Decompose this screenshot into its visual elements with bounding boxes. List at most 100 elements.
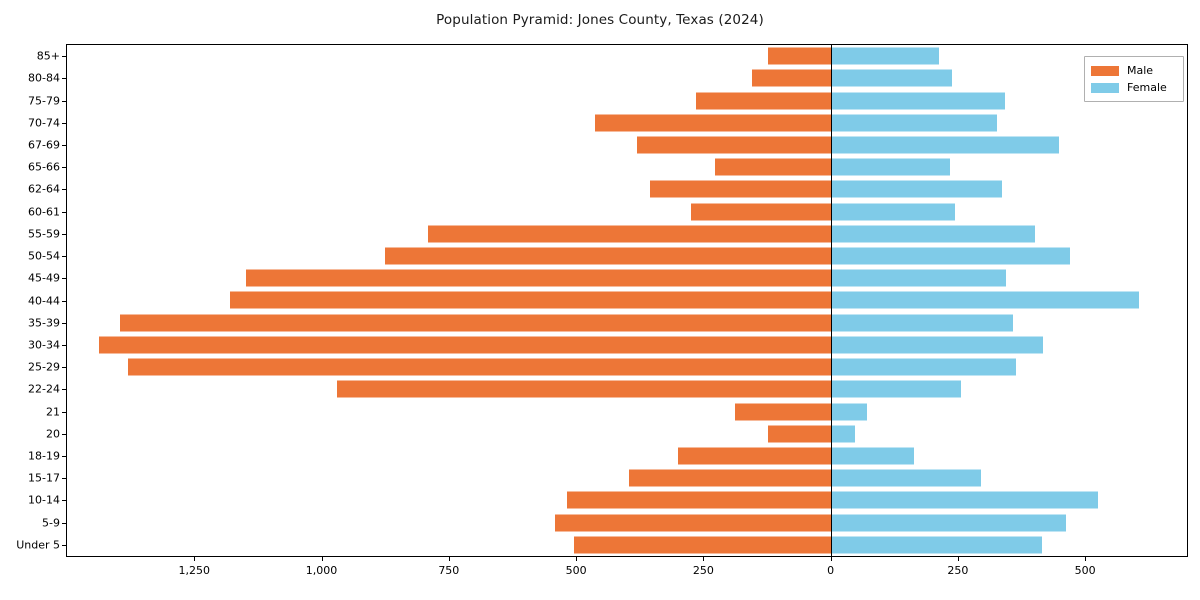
y-axis-tick-mark: [62, 301, 66, 302]
y-axis-tick-label: 62-64: [28, 182, 60, 196]
x-axis-tick-mark: [1085, 557, 1087, 561]
y-axis-tick-label: 5-9: [42, 516, 60, 530]
bar-female: [830, 203, 956, 221]
y-axis-tick-label: 15-17: [28, 471, 60, 485]
bar-row: [67, 67, 1187, 89]
bar-male: [230, 291, 831, 309]
legend-swatch: [1091, 82, 1119, 93]
bar-male: [751, 69, 831, 87]
bar-female: [830, 403, 867, 421]
x-axis-tick-mark: [194, 557, 196, 561]
bar-female: [830, 447, 915, 465]
bar-row: [67, 489, 1187, 511]
bar-female: [830, 92, 1006, 110]
x-axis-tick-mark: [703, 557, 705, 561]
y-axis-tick-mark: [62, 323, 66, 324]
y-axis-tick-label: 30-34: [28, 338, 60, 352]
x-axis-tick-mark: [576, 557, 578, 561]
chart-title: Population Pyramid: Jones County, Texas …: [436, 12, 764, 28]
bar-male: [715, 158, 831, 176]
y-axis-tick-mark: [62, 101, 66, 102]
y-axis-tick-labels: 85+ 80-84 75-79 70-74 67-69 65-66 62-64 60-61 55…: [0, 0, 60, 600]
bar-female: [830, 536, 1043, 554]
x-axis-tick-label: 750: [438, 564, 460, 577]
bar-row: [67, 467, 1187, 489]
bar-female: [830, 514, 1066, 532]
y-axis-tick-label: 55-59: [28, 227, 60, 241]
y-axis-tick-label: 20: [46, 427, 60, 441]
y-axis-tick-label: 10-14: [28, 493, 60, 507]
y-axis-tick-mark: [62, 167, 66, 168]
y-axis-tick-label: 25-29: [28, 360, 60, 374]
bar-row: [67, 267, 1187, 289]
bar-row: [67, 156, 1187, 178]
bar-male: [337, 380, 831, 398]
bar-row: [67, 223, 1187, 245]
bar-row: [67, 356, 1187, 378]
y-axis-tick-label: 50-54: [28, 249, 60, 263]
legend-label: Female: [1127, 81, 1167, 94]
bar-female: [830, 69, 953, 87]
bar-male: [677, 447, 831, 465]
bar-male: [695, 92, 831, 110]
bar-female: [830, 114, 997, 132]
y-axis-tick-label: 65-66: [28, 160, 60, 174]
y-axis-tick-mark: [62, 389, 66, 390]
bar-row: [67, 289, 1187, 311]
x-axis-tick-mark: [830, 557, 832, 561]
bar-row: [67, 134, 1187, 156]
legend-entry[interactable]: Female: [1091, 79, 1177, 96]
y-axis-tick-mark: [62, 478, 66, 479]
x-axis-tick-mark: [957, 557, 959, 561]
y-axis-tick-label: 18-19: [28, 449, 60, 463]
bar-male: [99, 336, 831, 354]
bar-female: [830, 358, 1016, 376]
y-axis-tick-label: 45-49: [28, 271, 60, 285]
y-axis-tick-label: 75-79: [28, 94, 60, 108]
y-axis-tick-label: 22-24: [28, 382, 60, 396]
y-axis-tick-mark: [62, 123, 66, 124]
y-axis-tick-mark: [62, 456, 66, 457]
bar-row: [67, 312, 1187, 334]
y-axis-tick-mark: [62, 434, 66, 435]
bar-male: [128, 358, 831, 376]
bar-row: [67, 445, 1187, 467]
bar-row: [67, 512, 1187, 534]
y-axis-tick-label: 67-69: [28, 138, 60, 152]
bar-female: [830, 314, 1013, 332]
legend-swatch: [1091, 65, 1119, 76]
y-axis-tick-label: 60-61: [28, 205, 60, 219]
bar-male: [735, 403, 831, 421]
y-axis-tick-mark: [62, 256, 66, 257]
x-axis-tick-label: 1,250: [178, 564, 211, 577]
chart-legend: Male Female: [1084, 56, 1184, 102]
bar-male: [637, 136, 831, 154]
x-axis-tick-mark: [448, 557, 450, 561]
y-axis-tick-label: 85+: [36, 49, 60, 63]
y-axis-tick-mark: [62, 345, 66, 346]
bar-female: [830, 425, 856, 443]
bar-male: [573, 536, 831, 554]
legend-entry[interactable]: Male: [1091, 62, 1177, 79]
plot-area: [67, 45, 1187, 556]
x-axis-tick-label: 500: [565, 564, 587, 577]
y-axis-tick-mark: [62, 412, 66, 413]
bar-male: [555, 514, 831, 532]
y-axis-tick-mark: [62, 278, 66, 279]
bar-female: [830, 380, 961, 398]
bar-row: [67, 245, 1187, 267]
y-axis-tick-mark: [62, 367, 66, 368]
bar-row: [67, 201, 1187, 223]
bar-male: [768, 47, 831, 65]
bar-row: [67, 45, 1187, 67]
zero-axis-line: [830, 45, 832, 557]
y-axis-tick-label: Under 5: [16, 538, 60, 552]
x-axis-tick-label: 1,000: [305, 564, 338, 577]
bar-male: [628, 469, 831, 487]
bar-female: [830, 269, 1007, 287]
bar-male: [566, 491, 831, 509]
y-axis-tick-mark: [62, 545, 66, 546]
y-axis-tick-mark: [62, 500, 66, 501]
bar-female: [830, 336, 1044, 354]
y-axis-tick-label: 80-84: [28, 71, 60, 85]
